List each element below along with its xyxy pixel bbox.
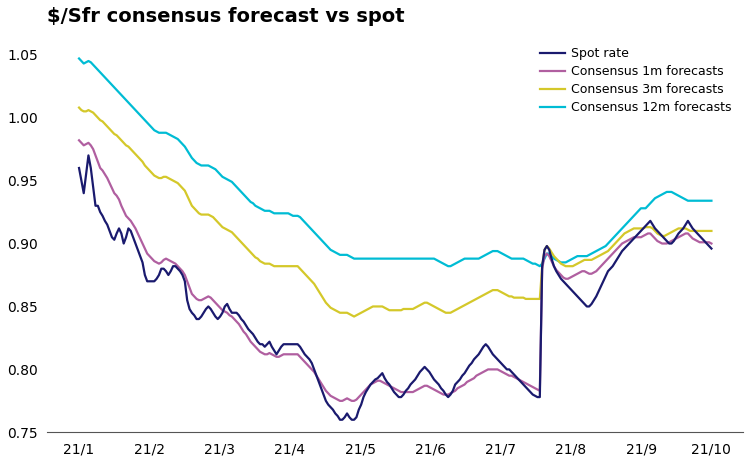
Line: Consensus 3m forecasts: Consensus 3m forecasts [79,107,712,317]
Consensus 1m forecasts [171,261,180,266]
Consensus 1m forecasts [98,168,107,173]
Consensus 12m forecasts [244,197,253,202]
Line: Consensus 12m forecasts: Consensus 12m forecasts [79,58,712,266]
Consensus 3m forecasts [98,119,107,124]
Consensus 3m forecasts [171,179,180,185]
Consensus 12m forecasts [444,263,453,269]
Consensus 12m forecasts [74,56,83,61]
Spot rate [246,329,255,334]
Consensus 12m forecasts [436,260,445,265]
Spot rate [707,246,716,251]
Consensus 12m forecasts [291,213,300,219]
Consensus 3m forecasts [291,263,300,269]
Spot rate [100,218,109,224]
Consensus 1m forecasts [335,398,344,404]
Line: Spot rate: Spot rate [79,156,712,420]
Consensus 1m forecasts [244,335,253,341]
Consensus 3m forecasts [244,247,253,253]
Spot rate [335,417,344,423]
Consensus 3m forecasts [74,105,83,110]
Spot rate [441,392,450,397]
Consensus 3m forecasts [350,314,358,319]
Spot rate [74,165,83,171]
Consensus 1m forecasts [707,241,716,246]
Consensus 3m forecasts [509,295,518,300]
Consensus 12m forecasts [171,135,180,141]
Text: $/Sfr consensus forecast vs spot: $/Sfr consensus forecast vs spot [47,7,405,26]
Consensus 1m forecasts [74,138,83,143]
Consensus 3m forecasts [707,228,716,234]
Spot rate [173,266,182,271]
Spot rate [84,153,93,158]
Consensus 12m forecasts [509,256,518,262]
Consensus 1m forecasts [509,374,518,380]
Consensus 1m forecasts [439,392,448,397]
Consensus 3m forecasts [439,309,448,314]
Spot rate [293,341,302,347]
Legend: Spot rate, Consensus 1m forecasts, Consensus 3m forecasts, Consensus 12m forecas: Spot rate, Consensus 1m forecasts, Conse… [535,42,736,119]
Consensus 12m forecasts [707,198,716,204]
Consensus 12m forecasts [98,72,107,78]
Spot rate [512,374,520,380]
Consensus 1m forecasts [291,351,300,357]
Line: Consensus 1m forecasts: Consensus 1m forecasts [79,140,712,401]
